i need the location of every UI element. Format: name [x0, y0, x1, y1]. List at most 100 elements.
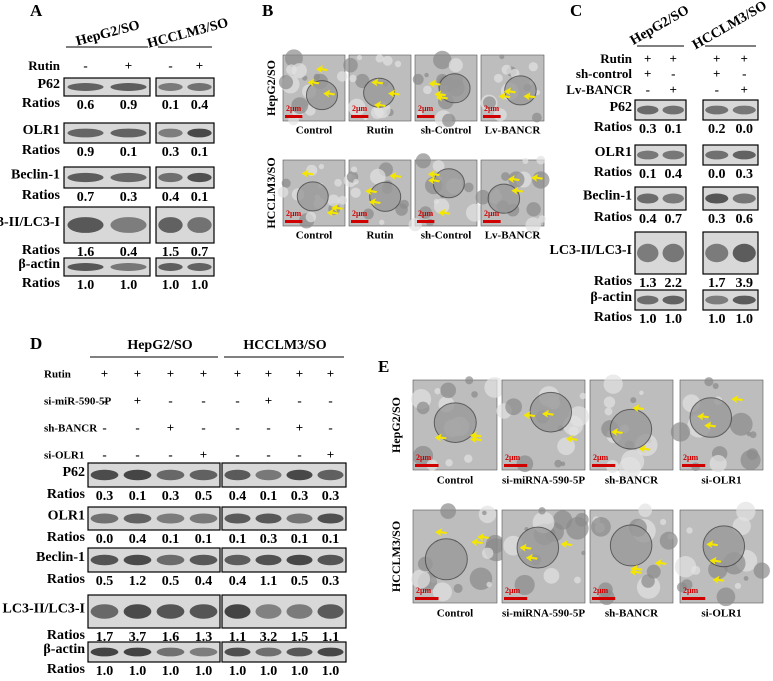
- ratio-value: 0.5: [291, 574, 309, 589]
- blot-image: [634, 186, 687, 211]
- protein-label: Beclin-1: [11, 168, 60, 183]
- em-arrow: [307, 78, 320, 87]
- blot-band: [110, 83, 147, 91]
- em-texture: [338, 195, 348, 205]
- blot-band: [187, 172, 212, 183]
- em-nucleus: [432, 168, 465, 199]
- em-nucleus: [433, 402, 477, 443]
- em-texture: [716, 587, 736, 607]
- ratio-value: 0.0: [96, 532, 114, 547]
- ratio-label: Ratios: [22, 243, 61, 258]
- em-texture: [465, 203, 484, 222]
- ratio-value: 0.1: [191, 145, 209, 160]
- blot-band: [187, 263, 212, 271]
- image-caption: si-miRNA-590-5P: [502, 608, 585, 620]
- ratio-label: Ratios: [22, 96, 61, 111]
- condition-sign: +: [134, 393, 141, 408]
- ratio-value: 0.1: [162, 532, 180, 547]
- em-texture: [493, 73, 503, 83]
- em-nucleus: [702, 525, 746, 568]
- condition-sign: -: [646, 82, 650, 97]
- em-texture: [638, 503, 652, 518]
- em-texture: [501, 172, 510, 181]
- blot-band: [110, 217, 147, 233]
- em-image: 2μm: [480, 54, 545, 123]
- em-texture: [394, 60, 402, 68]
- em-texture: [432, 582, 452, 602]
- em-texture: [482, 96, 496, 110]
- blot-band: [255, 469, 282, 481]
- em-image: 2μm: [475, 155, 550, 233]
- scale-bar-label: 2μm: [352, 104, 368, 113]
- ratio-value: 1.0: [162, 278, 180, 293]
- ratio-value: 2.2: [665, 276, 683, 291]
- blot-band: [705, 295, 729, 305]
- em-texture: [709, 454, 727, 473]
- em-texture: [419, 206, 432, 219]
- condition-sign: -: [201, 393, 205, 408]
- em-texture: [486, 581, 492, 588]
- em-arrow: [331, 203, 344, 212]
- em-nucleus: [689, 397, 733, 438]
- em-texture: [603, 374, 623, 394]
- blot-band: [156, 513, 185, 524]
- ratio-value: 1.0: [708, 312, 726, 327]
- condition-sign: +: [167, 366, 174, 381]
- blot-band: [110, 263, 147, 271]
- em-texture: [493, 108, 507, 122]
- em-texture: [281, 178, 291, 188]
- blot-band: [110, 128, 147, 138]
- em-arrow: [365, 187, 378, 196]
- ratio-value: 1.0: [120, 278, 138, 293]
- condition-sign: +: [327, 447, 334, 462]
- em-nucleus: [487, 183, 521, 214]
- em-texture: [581, 550, 586, 556]
- condition-label: Lv-BANCR: [566, 82, 632, 97]
- image-caption: si-miRNA-590-5P: [502, 475, 585, 487]
- condition-sign: +: [296, 420, 303, 435]
- em-arrow: [428, 79, 441, 88]
- ratio-value: 0.4: [665, 167, 683, 182]
- em-texture: [734, 582, 742, 590]
- condition-sign: +: [713, 66, 720, 81]
- blot-band: [67, 128, 104, 138]
- condition-sign: +: [644, 66, 651, 81]
- ratio-value: 0.4: [639, 212, 657, 227]
- em-texture: [277, 186, 289, 198]
- ratio-value: 1.0: [191, 278, 209, 293]
- condition-label: si-OLR1: [44, 450, 84, 462]
- scale-bar: [417, 220, 435, 223]
- ratio-label: Ratios: [22, 276, 61, 291]
- blot-image: [63, 77, 151, 97]
- blot-band: [123, 554, 152, 566]
- em-nucleus: [609, 408, 653, 450]
- em-texture: [646, 564, 661, 579]
- condition-label: Rutin: [44, 369, 71, 381]
- ratio-value: 1.3: [639, 276, 657, 291]
- ratio-value: 0.3: [708, 212, 726, 227]
- scale-bar-label: 2μm: [505, 586, 521, 595]
- blot-image: [634, 99, 687, 121]
- image-caption: Control: [296, 125, 332, 137]
- em-texture: [327, 194, 340, 207]
- blot-band: [224, 554, 251, 566]
- condition-sign: -: [168, 58, 172, 73]
- ratio-label: Ratios: [47, 487, 86, 502]
- ratio-value: 0.7: [665, 212, 683, 227]
- em-texture: [603, 396, 616, 408]
- ratio-value: 0.1: [665, 122, 683, 137]
- em-image: 2μm: [411, 376, 506, 471]
- em-texture: [415, 153, 431, 169]
- ratio-label: Ratios: [22, 188, 61, 203]
- panel-label: D: [30, 334, 42, 353]
- em-texture: [670, 422, 691, 442]
- blot-band: [158, 263, 183, 271]
- scale-bar: [504, 464, 528, 467]
- panel-label: B: [262, 1, 273, 20]
- em-texture: [660, 518, 667, 526]
- cell-line-header: HCCLM3/SO: [690, 0, 770, 53]
- ratio-value: 0.1: [229, 532, 247, 547]
- em-texture: [432, 160, 445, 172]
- ratio-value: 1.1: [260, 574, 278, 589]
- scale-bar: [682, 597, 706, 600]
